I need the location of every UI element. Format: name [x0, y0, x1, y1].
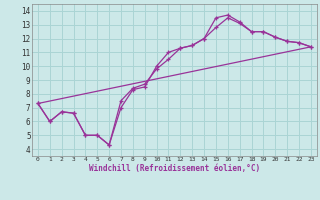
- X-axis label: Windchill (Refroidissement éolien,°C): Windchill (Refroidissement éolien,°C): [89, 164, 260, 173]
